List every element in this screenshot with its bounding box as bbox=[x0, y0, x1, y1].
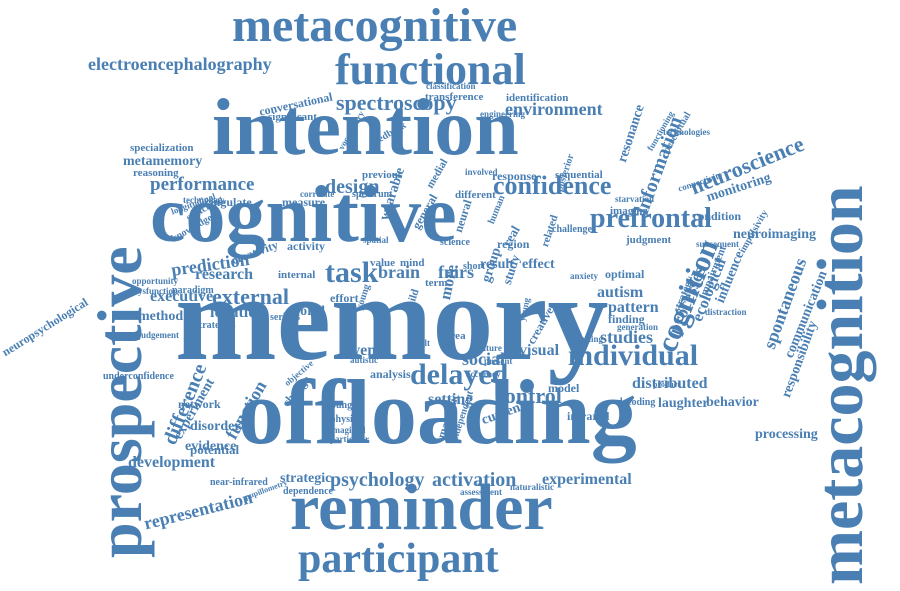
word-paradigm: paradigm bbox=[172, 286, 214, 296]
word-naturalistic: naturalistic bbox=[510, 483, 554, 492]
word-particular: particular bbox=[330, 435, 369, 444]
word-ideation: ideation bbox=[210, 305, 265, 321]
word-generation: generation bbox=[617, 323, 658, 332]
word-anxiety: anxiety bbox=[570, 272, 598, 281]
word-strategies: strategies bbox=[195, 321, 236, 331]
word-development: development bbox=[128, 455, 215, 471]
word-starvation: starvation bbox=[615, 195, 654, 204]
word-effort: effort bbox=[330, 292, 359, 304]
word-region: region bbox=[497, 238, 529, 250]
word-dependence: dependence bbox=[283, 487, 333, 497]
word-representation: representation bbox=[142, 488, 254, 532]
word-science: science bbox=[440, 238, 470, 248]
word-involved: involved bbox=[465, 168, 498, 177]
word-underconfidence: underconfidence bbox=[103, 372, 174, 382]
word-method: method bbox=[138, 310, 183, 324]
word-transference: transference bbox=[425, 92, 483, 103]
word-opportunity: opportunity bbox=[132, 277, 178, 286]
word-visual: visual bbox=[519, 343, 559, 359]
word-mind: mind bbox=[400, 258, 424, 269]
word-network: network bbox=[178, 398, 221, 410]
word-correlate: correlate bbox=[300, 190, 334, 199]
word-effect: effect bbox=[522, 258, 555, 272]
word-autistic: autistic bbox=[350, 356, 378, 365]
word-optimal: optimal bbox=[605, 268, 644, 280]
word-metacognitive: metacognitive bbox=[232, 2, 517, 50]
word-technologies: technologies bbox=[663, 128, 710, 137]
word-assessment: assessment bbox=[460, 488, 502, 497]
word-psychology: psychology bbox=[330, 470, 424, 490]
word-laughter: laughter bbox=[658, 397, 709, 411]
word-accuracy: accuracy bbox=[466, 370, 500, 379]
word-decoding: decoding bbox=[617, 398, 655, 408]
word-analysis: analysis bbox=[370, 368, 411, 380]
word-future: future bbox=[478, 344, 502, 353]
word-area: area bbox=[445, 331, 466, 342]
word-dysfunction: dysfunction bbox=[133, 287, 178, 296]
word-adult: adult bbox=[410, 339, 430, 348]
word-metacognition: metacognition bbox=[808, 185, 874, 585]
word-neuropsychological: neuropsychological bbox=[0, 296, 90, 358]
word-reasoning: reasoning bbox=[133, 168, 179, 179]
word-electroencephalography: electroencephalography bbox=[88, 55, 272, 73]
word-disorder: disorder bbox=[190, 420, 241, 434]
word-internal: internal bbox=[278, 270, 315, 281]
word-condition: condition bbox=[693, 210, 741, 222]
word-significant: significant bbox=[268, 112, 317, 123]
word-working: working bbox=[571, 335, 603, 344]
word-processing: processing bbox=[755, 428, 818, 442]
word-experimental: experimental bbox=[542, 472, 632, 488]
word-classification: classification bbox=[426, 82, 476, 91]
word-identification: identification bbox=[506, 93, 568, 104]
word-behavior: behavior bbox=[706, 396, 759, 410]
word-specialization: specialization bbox=[130, 143, 194, 154]
word-challenge: challenge bbox=[552, 225, 592, 235]
word-product: product bbox=[653, 381, 680, 389]
word-activity: activity bbox=[287, 240, 325, 252]
word-distraction: distraction bbox=[705, 308, 747, 317]
word-participant: participant bbox=[298, 538, 499, 580]
word-value: value bbox=[370, 258, 395, 269]
word-model: model bbox=[548, 382, 579, 394]
word-response: response bbox=[492, 170, 536, 182]
word-spatial: spatial bbox=[363, 236, 389, 245]
word-infrared: infrared bbox=[567, 410, 609, 422]
word-engineering: engineering bbox=[480, 110, 525, 119]
word-judgement: judgement bbox=[138, 331, 179, 340]
word-imaging: imaging bbox=[610, 206, 648, 217]
word-physical: physical bbox=[330, 415, 365, 425]
word-judgment: judgment bbox=[626, 235, 671, 246]
word-potential: potential bbox=[190, 443, 239, 456]
word-serious: serious bbox=[270, 313, 300, 323]
word-resonance: resonance bbox=[616, 103, 648, 164]
word-present: present bbox=[484, 357, 512, 366]
word-short: short bbox=[463, 262, 485, 272]
word-younger: younger bbox=[326, 401, 361, 411]
